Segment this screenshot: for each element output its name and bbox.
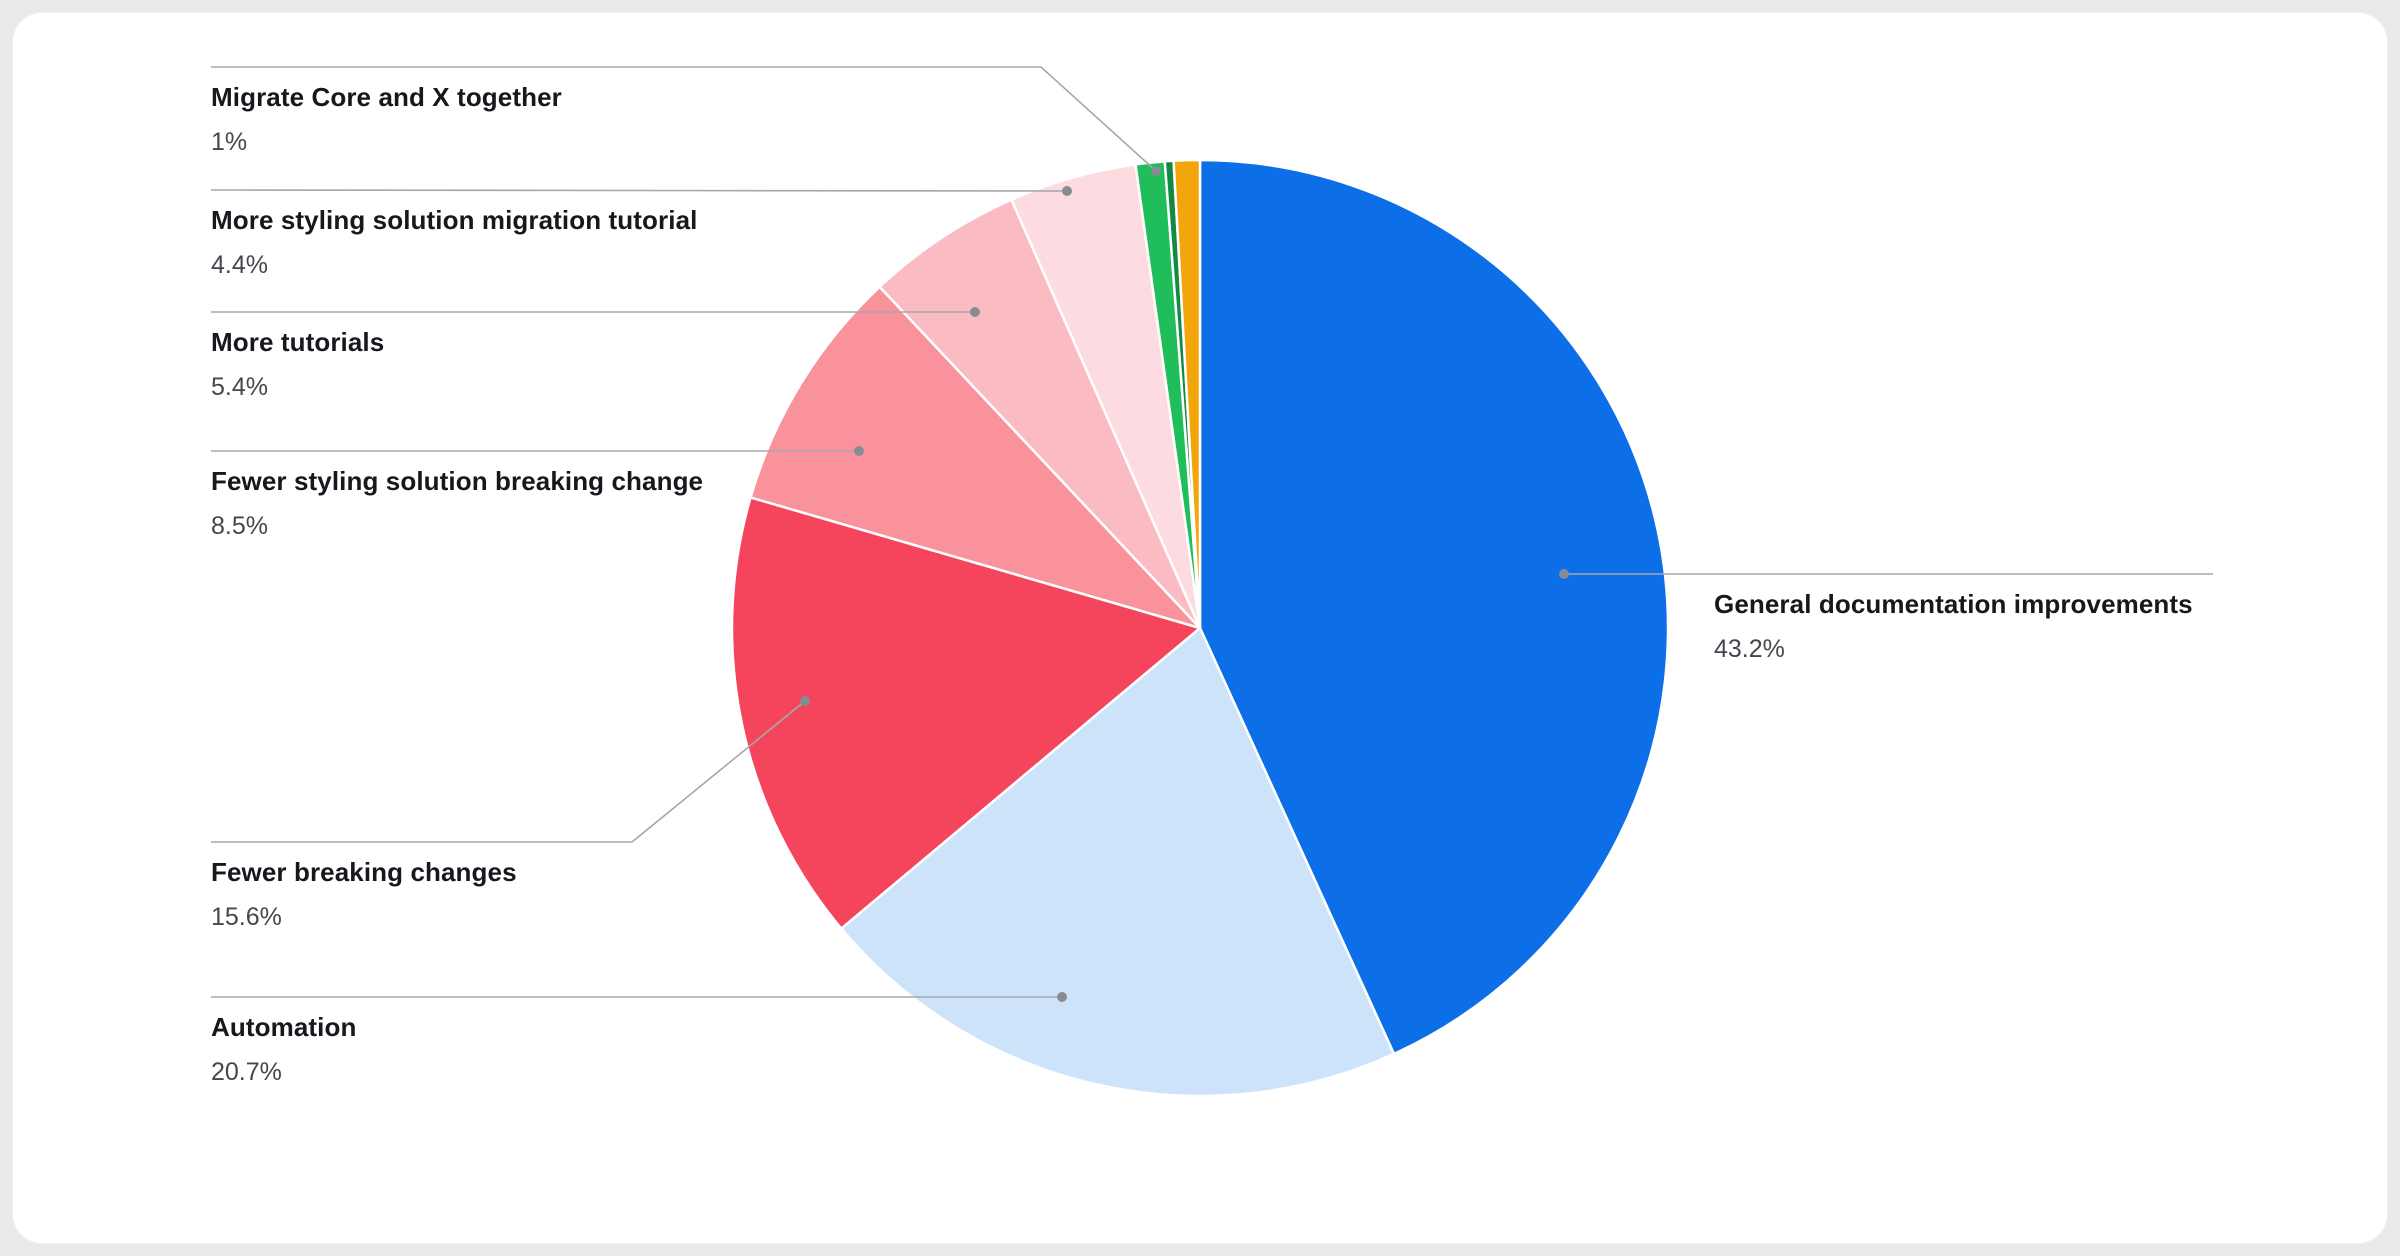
leader-dot-more-styling-tutorial xyxy=(1062,186,1072,196)
slice-label: General documentation improvements xyxy=(1714,589,2193,619)
callout-more-styling-tutorial: More styling solution migration tutorial… xyxy=(211,204,697,280)
slice-percentage: 4.4% xyxy=(211,251,268,279)
callout-fewer-styling-breaking: Fewer styling solution breaking change 8… xyxy=(211,465,703,541)
slice-label: More styling solution migration tutorial xyxy=(211,205,698,235)
leader-dot-general-docs xyxy=(1559,569,1569,579)
slice-percentage: 8.5% xyxy=(211,512,268,540)
pie-slice-2 xyxy=(730,496,1202,930)
leader-line-fewer-breaking-changes xyxy=(211,700,806,843)
leader-dot-fewer-breaking-changes xyxy=(800,696,810,706)
slice-label: Fewer breaking changes xyxy=(211,857,517,887)
pie-slice-0 xyxy=(1198,158,1670,1056)
slice-label: Automation xyxy=(211,1012,357,1042)
slice-percentage: 5.4% xyxy=(211,373,268,401)
pie-chart xyxy=(730,158,1670,1098)
callout-fewer-breaking-changes: Fewer breaking changes 15.6% xyxy=(211,856,517,932)
pie-slice-1 xyxy=(840,626,1396,1098)
pie-slice-4 xyxy=(878,198,1202,630)
leader-dot-fewer-styling-breaking xyxy=(854,446,864,456)
slice-percentage: 20.7% xyxy=(211,1058,282,1086)
slice-percentage: 1% xyxy=(211,128,248,156)
leader-lines xyxy=(210,66,2213,1002)
leader-line-migrate-core xyxy=(211,66,1157,172)
leader-dot-automation xyxy=(1057,992,1067,1002)
slice-label: More tutorials xyxy=(211,327,385,357)
callout-automation: Automation 20.7% xyxy=(211,1011,356,1087)
slice-label: Fewer styling solution breaking change xyxy=(211,466,704,496)
slice-percentage: 43.2% xyxy=(1714,635,1785,663)
pie-slice-8 xyxy=(1172,158,1202,630)
leader-line-more-styling-tutorial xyxy=(210,189,1068,192)
callout-general-docs: General documentation improvements 43.2% xyxy=(1714,588,2193,664)
callout-migrate-core: Migrate Core and X together 1% xyxy=(211,81,562,157)
slice-percentage: 15.6% xyxy=(211,903,282,931)
callout-more-tutorials: More tutorials 5.4% xyxy=(211,326,384,402)
leader-dot-more-tutorials xyxy=(970,307,980,317)
leader-dot-migrate-core xyxy=(1151,166,1161,176)
pie-slice-3 xyxy=(749,285,1202,630)
slice-label: Migrate Core and X together xyxy=(211,82,562,112)
